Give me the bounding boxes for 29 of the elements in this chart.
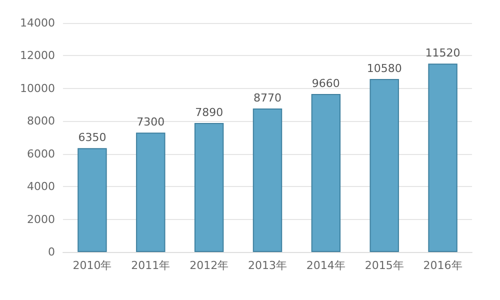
data-label: 7300 <box>136 116 165 129</box>
x-tick-label: 2015年 <box>364 259 404 272</box>
y-tick-label: 8000 <box>27 114 55 128</box>
data-label: 9660 <box>312 76 340 90</box>
data-label: 11520 <box>425 46 460 60</box>
data-label: 7890 <box>195 106 224 119</box>
y-tick-label: 10000 <box>20 82 55 95</box>
bar <box>252 108 282 252</box>
y-tick-label: 14000 <box>20 16 55 30</box>
data-label: 6350 <box>78 131 106 144</box>
bar <box>136 132 166 252</box>
y-tick-label: 2000 <box>27 212 55 226</box>
y-tick-label: 4000 <box>27 180 55 194</box>
data-label: 8770 <box>254 92 282 105</box>
x-tick-label: 2012年 <box>190 259 229 272</box>
data-label: 10580 <box>366 62 402 75</box>
x-tick-label: 2010年 <box>72 259 112 272</box>
x-tick-label: 2016年 <box>423 259 462 272</box>
y-tick-label: 12000 <box>20 49 55 62</box>
y-tick-label: 6000 <box>27 147 55 160</box>
x-tick-label: 2011年 <box>131 259 170 272</box>
bar <box>428 64 458 252</box>
bar <box>370 78 399 252</box>
bar <box>78 148 107 252</box>
bar <box>194 122 224 252</box>
bar <box>311 94 341 252</box>
x-tick-label: 2013年 <box>248 259 287 272</box>
x-tick-label: 2014年 <box>306 259 346 272</box>
y-tick-label: 0 <box>48 246 55 258</box>
